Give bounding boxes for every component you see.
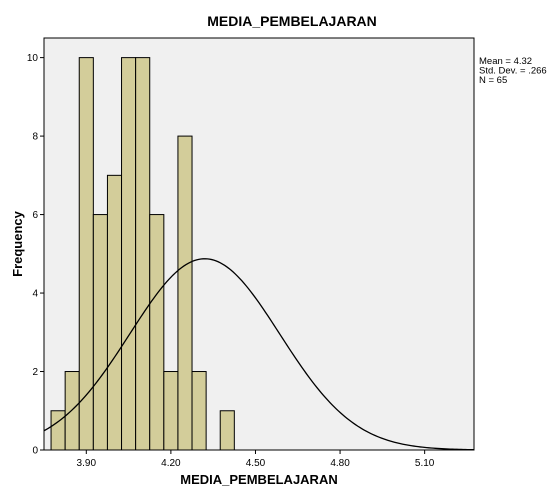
histogram-bar-0: [50, 410, 66, 451]
y-axis: 0 2 4 6 8 10: [27, 53, 44, 457]
histogram-bar-7: [149, 214, 165, 451]
chart-title: MEDIA_PEMBELAJARAN: [207, 13, 377, 29]
x-tick-label-2: 4.50: [246, 458, 266, 469]
x-axis: 3.90 4.20 4.50 4.80 5.10: [77, 450, 435, 469]
y-tick-label-3: 6: [32, 210, 38, 221]
stats-line-1: Std. Dev. = .266: [479, 66, 547, 77]
histogram-bar-10: [191, 371, 207, 451]
histogram-bar-8: [163, 371, 179, 451]
histogram-bar-2: [78, 57, 94, 451]
bars-group: [50, 57, 235, 451]
stats-line-0: Mean = 4.32: [479, 56, 532, 67]
y-tick-label-2: 4: [32, 289, 38, 300]
normal-curve: [43, 258, 475, 451]
histogram-bar-9: [177, 135, 193, 451]
histogram-bar-6: [135, 57, 151, 451]
histogram-bar-5: [121, 57, 137, 451]
histogram-bar-12: [219, 410, 235, 451]
x-axis-label: MEDIA_PEMBELAJARAN: [180, 472, 337, 487]
y-tick-label-5: 10: [27, 53, 39, 64]
y-tick-label-1: 2: [32, 367, 38, 378]
x-tick-label-0: 3.90: [77, 458, 97, 469]
stats-line-2: N = 65: [479, 75, 507, 86]
x-tick-label-1: 4.20: [161, 458, 181, 469]
x-tick-label-4: 5.10: [415, 458, 435, 469]
y-axis-label: Frequency: [10, 210, 25, 277]
histogram-bar-3: [92, 214, 108, 451]
x-tick-label-3: 4.80: [330, 458, 350, 469]
histogram-bar-4: [106, 174, 123, 451]
histogram-bar-1: [64, 371, 80, 451]
y-tick-label-4: 8: [32, 132, 38, 143]
y-tick-label-0: 0: [32, 446, 38, 457]
